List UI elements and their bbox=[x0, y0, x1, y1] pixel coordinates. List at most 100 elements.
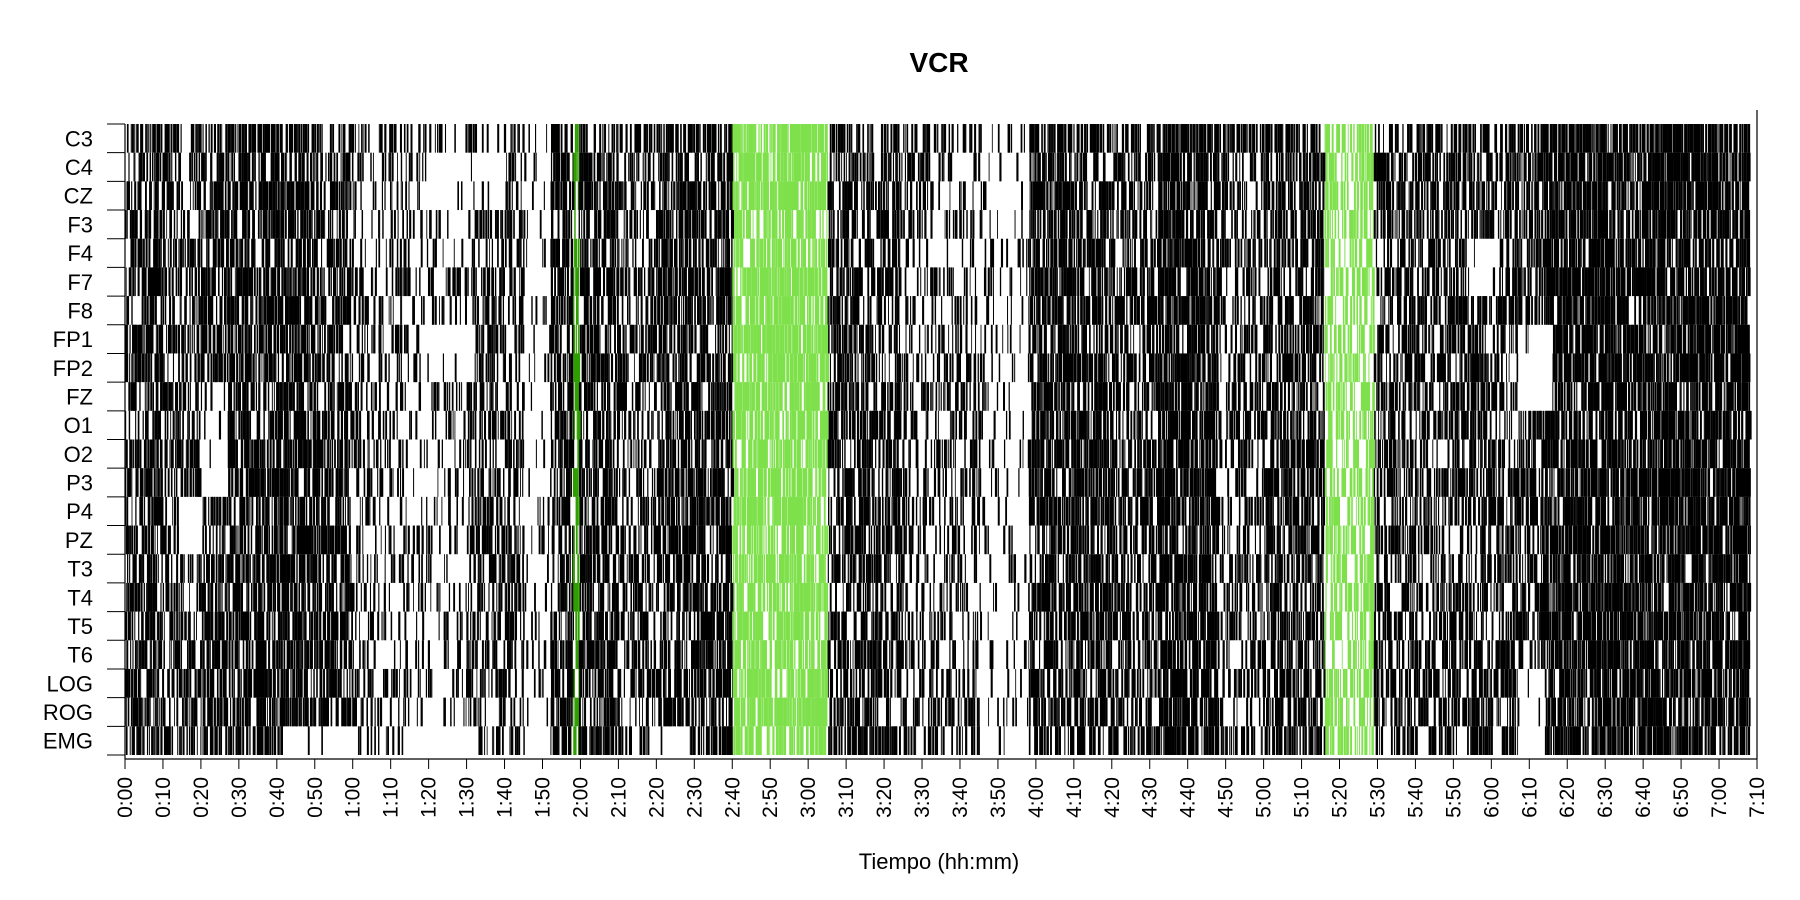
event-mark bbox=[1485, 124, 1487, 153]
event-mark bbox=[178, 181, 181, 211]
event-mark bbox=[1188, 267, 1190, 297]
event-mark bbox=[1402, 181, 1404, 211]
event-mark bbox=[1391, 210, 1393, 239]
event-mark bbox=[1459, 152, 1461, 182]
event-mark bbox=[164, 238, 166, 268]
event-mark bbox=[870, 238, 873, 268]
event-mark bbox=[476, 210, 478, 239]
event-mark bbox=[314, 124, 317, 153]
event-mark bbox=[597, 210, 599, 239]
event-mark bbox=[154, 267, 157, 297]
event-mark bbox=[1383, 152, 1386, 182]
event-mark bbox=[330, 181, 333, 211]
event-mark bbox=[195, 124, 197, 153]
event-mark bbox=[1092, 238, 1095, 268]
event-mark bbox=[1313, 124, 1316, 153]
event-mark bbox=[1560, 152, 1562, 182]
event-mark bbox=[1076, 210, 1079, 239]
event-mark bbox=[1529, 152, 1531, 182]
event-mark bbox=[149, 152, 152, 182]
event-mark bbox=[299, 267, 301, 297]
event-mark bbox=[552, 124, 554, 153]
event-mark bbox=[784, 124, 787, 153]
event-mark bbox=[692, 181, 695, 211]
event-mark bbox=[1547, 181, 1548, 211]
event-mark bbox=[1536, 238, 1539, 268]
event-mark bbox=[609, 181, 612, 211]
event-mark bbox=[670, 238, 673, 268]
event-mark bbox=[1604, 124, 1606, 153]
event-mark bbox=[1290, 124, 1293, 153]
event-mark bbox=[1067, 124, 1070, 153]
event-mark bbox=[1113, 267, 1115, 297]
event-mark bbox=[966, 210, 968, 239]
event-mark bbox=[1613, 124, 1615, 153]
event-mark bbox=[1551, 210, 1554, 239]
event-mark bbox=[1528, 238, 1530, 268]
event-mark bbox=[186, 267, 188, 297]
event-mark bbox=[586, 238, 588, 268]
event-mark bbox=[743, 267, 746, 297]
event-mark bbox=[974, 152, 977, 182]
event-mark bbox=[715, 267, 717, 297]
event-mark bbox=[1389, 238, 1393, 268]
event-mark bbox=[1232, 152, 1234, 182]
event-mark bbox=[740, 152, 743, 182]
event-mark bbox=[1384, 152, 1387, 182]
event-mark bbox=[137, 238, 140, 268]
event-mark bbox=[1587, 181, 1589, 211]
event-mark bbox=[327, 238, 330, 268]
event-mark bbox=[895, 238, 898, 268]
event-mark bbox=[126, 124, 129, 153]
event-mark bbox=[1639, 124, 1642, 153]
event-mark bbox=[551, 267, 553, 297]
event-mark bbox=[793, 267, 796, 297]
event-mark bbox=[1305, 238, 1307, 268]
event-mark bbox=[1401, 152, 1404, 182]
event-mark bbox=[213, 267, 216, 297]
event-mark bbox=[171, 267, 174, 297]
event-mark bbox=[1615, 124, 1617, 153]
event-mark bbox=[265, 181, 267, 211]
event-mark bbox=[1291, 238, 1293, 268]
event-mark bbox=[1245, 124, 1247, 153]
event-mark bbox=[1329, 210, 1331, 239]
event-mark bbox=[1455, 210, 1457, 239]
event-mark bbox=[1603, 181, 1606, 211]
event-mark bbox=[1711, 181, 1713, 211]
event-mark bbox=[617, 124, 619, 153]
event-mark bbox=[711, 267, 713, 297]
event-mark bbox=[336, 267, 338, 297]
event-mark bbox=[1246, 124, 1248, 153]
event-mark bbox=[1716, 152, 1719, 182]
event-mark bbox=[174, 124, 177, 153]
event-mark bbox=[665, 124, 668, 153]
event-mark bbox=[1173, 181, 1176, 211]
event-mark bbox=[1404, 152, 1407, 182]
event-mark bbox=[570, 124, 573, 153]
event-mark bbox=[360, 238, 363, 268]
event-mark bbox=[197, 267, 200, 297]
event-mark bbox=[723, 181, 726, 211]
event-mark bbox=[1277, 238, 1279, 268]
event-mark bbox=[230, 238, 233, 268]
event-mark bbox=[891, 267, 894, 297]
event-mark bbox=[903, 124, 905, 153]
event-mark bbox=[699, 267, 702, 297]
event-mark bbox=[464, 267, 467, 297]
event-mark bbox=[523, 210, 526, 239]
event-mark bbox=[1594, 181, 1596, 211]
event-mark bbox=[858, 124, 861, 153]
event-mark bbox=[614, 238, 617, 268]
event-mark bbox=[1610, 124, 1612, 153]
event-mark bbox=[196, 152, 198, 182]
event-mark bbox=[867, 210, 869, 239]
event-mark bbox=[198, 181, 201, 211]
event-mark bbox=[1334, 210, 1337, 239]
event-mark bbox=[1080, 181, 1082, 211]
event-mark bbox=[1729, 124, 1732, 153]
event-mark bbox=[872, 152, 875, 182]
event-mark bbox=[245, 267, 248, 297]
event-mark bbox=[160, 238, 162, 268]
event-mark bbox=[1361, 238, 1363, 268]
